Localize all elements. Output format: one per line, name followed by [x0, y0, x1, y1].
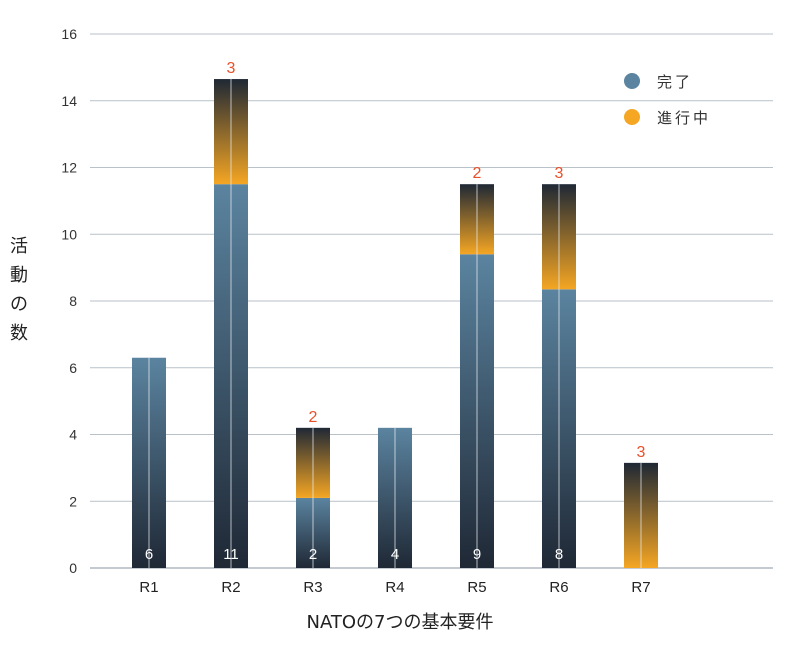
- y-tick-label: 6: [69, 360, 77, 376]
- x-axis-title: NATOの7つの基本要件: [307, 612, 494, 633]
- legend-label-complete: 完了: [657, 73, 693, 91]
- y-tick-label: 10: [61, 226, 77, 242]
- data-label-complete: 2: [309, 546, 317, 563]
- data-label-in-progress: 3: [555, 165, 564, 182]
- y-tick-label: 14: [61, 93, 77, 109]
- data-label-in-progress: 3: [227, 60, 236, 77]
- x-tick-label: R5: [467, 579, 486, 596]
- bars: 6 11 3 2 2 4 9 2 8 3 3: [132, 60, 658, 568]
- y-axis-title-char: 動: [10, 265, 28, 286]
- x-tick-label: R4: [385, 579, 404, 596]
- data-label-complete: 6: [145, 546, 153, 563]
- y-axis-title-char: 活: [10, 236, 28, 257]
- y-axis-title-char: 数: [10, 323, 28, 344]
- data-label-in-progress: 3: [637, 444, 646, 461]
- x-tick-label: R6: [549, 579, 568, 596]
- y-tick-label: 12: [61, 160, 77, 176]
- y-tick-label: 16: [61, 26, 77, 42]
- x-axis-ticks: R1 R2 R3 R4 R5 R6 R7: [139, 579, 650, 596]
- x-tick-label: R3: [303, 579, 322, 596]
- data-label-complete: 11: [223, 546, 239, 563]
- data-label-in-progress: 2: [473, 165, 482, 182]
- x-tick-label: R7: [631, 579, 650, 596]
- x-tick-label: R1: [139, 579, 158, 596]
- legend: 完了 進行中: [624, 73, 711, 127]
- data-label-in-progress: 2: [309, 409, 318, 426]
- legend-label-in-progress: 進行中: [657, 109, 711, 127]
- legend-marker-complete: [624, 73, 640, 89]
- y-tick-label: 8: [69, 293, 77, 309]
- y-axis-ticks: 0 2 4 6 8 10 12 14 16: [61, 26, 77, 576]
- y-axis-title-char: の: [10, 294, 28, 315]
- y-tick-label: 2: [69, 493, 77, 509]
- y-tick-label: 0: [69, 560, 77, 576]
- legend-marker-in-progress: [624, 109, 640, 125]
- x-tick-label: R2: [221, 579, 240, 596]
- data-label-complete: 4: [391, 546, 399, 563]
- data-label-complete: 9: [473, 546, 481, 563]
- gridlines: [90, 33, 773, 569]
- y-tick-label: 4: [69, 427, 77, 443]
- data-label-complete: 8: [555, 546, 563, 563]
